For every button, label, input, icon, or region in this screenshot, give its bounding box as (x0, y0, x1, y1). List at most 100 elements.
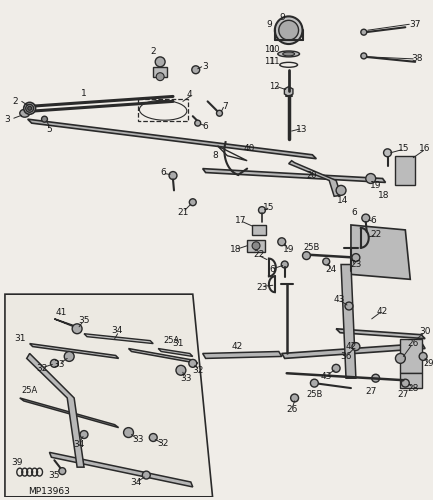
Polygon shape (203, 352, 282, 358)
Polygon shape (84, 334, 153, 344)
Circle shape (149, 434, 157, 442)
Text: 9: 9 (266, 20, 272, 29)
Text: 6: 6 (160, 168, 166, 177)
Circle shape (123, 428, 133, 438)
Circle shape (28, 106, 32, 110)
Text: 34: 34 (131, 478, 142, 488)
Circle shape (50, 360, 58, 368)
Text: 15: 15 (397, 144, 409, 154)
Bar (153, 67, 167, 76)
Text: 13: 13 (296, 124, 307, 134)
Circle shape (156, 72, 164, 80)
Circle shape (336, 186, 346, 196)
Circle shape (401, 379, 409, 387)
Polygon shape (5, 294, 213, 497)
Polygon shape (20, 398, 119, 428)
Circle shape (64, 352, 74, 362)
Text: 8: 8 (213, 152, 218, 160)
Text: 19: 19 (370, 181, 381, 190)
Circle shape (259, 206, 265, 214)
Text: 34: 34 (74, 440, 85, 449)
Text: 10: 10 (270, 46, 280, 54)
Polygon shape (289, 160, 341, 196)
Circle shape (372, 374, 380, 382)
Circle shape (352, 342, 360, 350)
Circle shape (26, 104, 34, 112)
Circle shape (303, 252, 310, 260)
Text: 3: 3 (203, 62, 209, 72)
Text: 20: 20 (306, 171, 317, 180)
Text: 15: 15 (263, 202, 275, 211)
Circle shape (281, 261, 288, 268)
Text: 33: 33 (132, 435, 144, 444)
Bar (139, 100, 188, 121)
Text: 30: 30 (419, 327, 431, 336)
Circle shape (275, 16, 303, 44)
Text: 42: 42 (377, 308, 388, 316)
Text: 24: 24 (326, 265, 337, 274)
Text: 26: 26 (407, 339, 419, 348)
Text: 29: 29 (424, 359, 433, 368)
Text: 21: 21 (177, 208, 189, 216)
Circle shape (80, 430, 88, 438)
Polygon shape (158, 348, 193, 356)
Text: 41: 41 (55, 308, 67, 318)
Circle shape (384, 149, 391, 156)
Circle shape (419, 352, 427, 360)
Text: 14: 14 (337, 196, 349, 204)
Circle shape (323, 258, 330, 265)
Text: 25B: 25B (303, 243, 320, 252)
Circle shape (176, 366, 186, 375)
Text: 34: 34 (111, 326, 123, 335)
Circle shape (192, 66, 200, 74)
Text: 22: 22 (253, 250, 265, 259)
Circle shape (361, 53, 367, 59)
Polygon shape (282, 344, 425, 358)
Circle shape (291, 394, 299, 402)
Text: 2: 2 (150, 48, 156, 56)
Polygon shape (351, 225, 410, 280)
Polygon shape (341, 264, 356, 378)
Text: 32: 32 (192, 366, 204, 375)
Circle shape (352, 254, 360, 262)
Polygon shape (27, 354, 84, 467)
Text: 27: 27 (397, 390, 409, 398)
Text: 12: 12 (270, 82, 280, 91)
Text: 17: 17 (235, 216, 246, 224)
Circle shape (24, 102, 36, 114)
Text: 32: 32 (36, 364, 47, 373)
Circle shape (278, 238, 286, 246)
Text: 19: 19 (283, 245, 294, 254)
Circle shape (72, 324, 82, 334)
Text: 25B: 25B (306, 390, 323, 400)
Text: 31: 31 (172, 339, 184, 348)
Text: 16: 16 (419, 144, 431, 154)
Ellipse shape (20, 110, 29, 117)
Text: 3: 3 (4, 114, 10, 124)
Text: 31: 31 (14, 334, 26, 343)
Bar (247, 240, 265, 252)
Text: 25A: 25A (163, 336, 179, 345)
Ellipse shape (283, 52, 294, 56)
Text: 37: 37 (410, 20, 421, 29)
Text: 25A: 25A (22, 386, 38, 394)
Text: 36: 36 (340, 352, 352, 361)
Text: 23: 23 (256, 282, 268, 292)
Text: 6: 6 (269, 265, 275, 274)
Text: 2: 2 (12, 97, 18, 106)
Text: 6: 6 (203, 122, 209, 130)
Text: 5: 5 (47, 124, 52, 134)
Text: 32: 32 (158, 439, 169, 448)
Text: 43: 43 (333, 294, 345, 304)
Circle shape (216, 110, 223, 116)
Text: 23: 23 (350, 260, 362, 269)
Circle shape (279, 20, 299, 40)
Polygon shape (55, 319, 79, 329)
Text: 35: 35 (48, 470, 60, 480)
Text: 6: 6 (371, 216, 377, 224)
Polygon shape (336, 329, 425, 338)
Text: 22: 22 (370, 230, 381, 239)
Text: MP13963: MP13963 (28, 488, 70, 496)
Bar (395, 156, 415, 186)
Ellipse shape (278, 51, 300, 57)
